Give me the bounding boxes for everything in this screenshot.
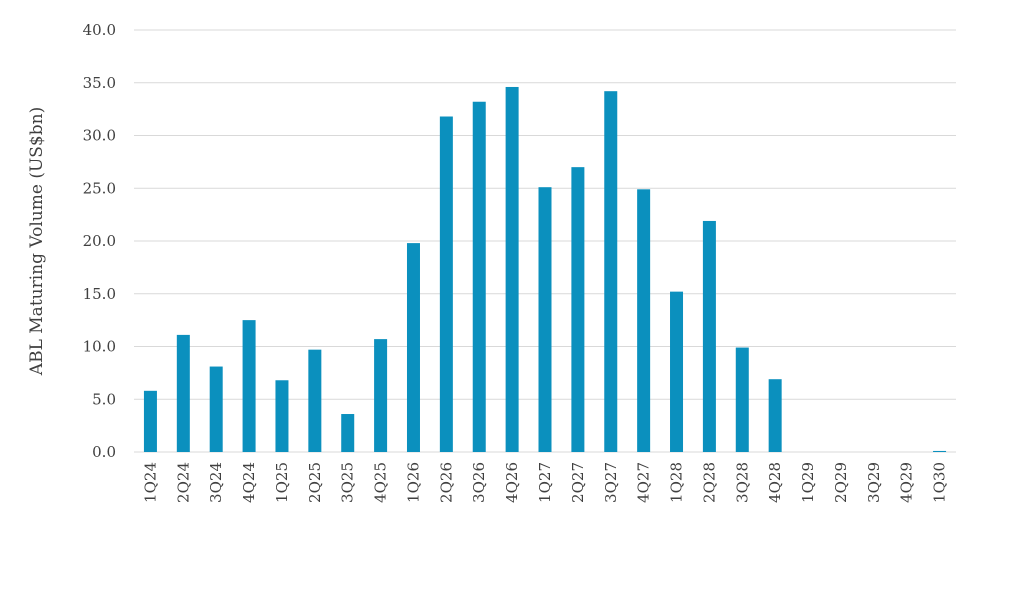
bar-1Q30: [933, 450, 947, 452]
x-tick-label: 3Q26: [470, 462, 488, 503]
y-tick-label: 30.0: [83, 127, 116, 145]
x-tick-label: 1Q30: [931, 462, 949, 503]
y-axis-ticks: 0.0 5.0 10.0 15.0 20.0 25.0 30.0 35.0 40.0: [83, 21, 116, 461]
x-tick-label: 3Q25: [339, 462, 357, 503]
bar-1Q24: [143, 390, 157, 452]
x-tick-label: 3Q29: [865, 462, 883, 503]
x-tick-label: 1Q27: [536, 462, 554, 503]
x-tick-label: 4Q25: [372, 462, 390, 503]
bar-2Q28: [702, 220, 716, 452]
bar-3Q25: [341, 414, 355, 452]
bar-2Q25: [308, 349, 322, 452]
x-tick-label: 4Q28: [766, 462, 784, 503]
y-tick-label: 35.0: [83, 74, 116, 92]
bar-4Q27: [637, 189, 651, 452]
x-tick-label: 1Q25: [273, 462, 291, 503]
x-axis-ticks: 1Q24 2Q24 3Q24 4Q24 1Q25 2Q25 3Q25 4Q25 1Q26 2Q26…: [141, 462, 948, 503]
x-tick-label: 1Q26: [404, 462, 422, 503]
bar-4Q24: [242, 320, 256, 452]
x-tick-label: 2Q28: [700, 462, 718, 503]
y-tick-label: 5.0: [92, 390, 116, 408]
bars: [143, 86, 947, 453]
x-tick-label: 2Q24: [174, 462, 192, 503]
bar-1Q27: [538, 187, 552, 452]
y-tick-label: 0.0: [92, 443, 116, 461]
bar-1Q25: [275, 380, 289, 452]
x-tick-label: 3Q27: [602, 462, 620, 503]
x-tick-label: 2Q26: [437, 462, 455, 503]
bar-3Q26: [472, 101, 486, 453]
y-tick-label: 25.0: [83, 179, 116, 197]
bar-2Q24: [176, 334, 190, 452]
x-tick-label: 4Q26: [503, 462, 521, 503]
bar-4Q28: [768, 379, 782, 452]
bar-1Q28: [670, 291, 684, 452]
x-tick-label: 2Q27: [569, 462, 587, 503]
bar-3Q24: [209, 366, 223, 452]
bar-2Q27: [571, 167, 585, 452]
x-tick-label: 3Q28: [733, 462, 751, 503]
bar-1Q26: [406, 243, 420, 452]
x-tick-label: 1Q29: [799, 462, 817, 503]
bar-4Q26: [505, 86, 519, 452]
y-tick-label: 15.0: [83, 285, 116, 303]
x-tick-label: 1Q28: [668, 462, 686, 503]
x-tick-label: 2Q25: [306, 462, 324, 503]
bar-3Q27: [604, 91, 618, 452]
x-tick-label: 3Q24: [207, 462, 225, 503]
y-tick-label: 40.0: [83, 21, 116, 39]
x-tick-label: 1Q24: [141, 462, 159, 503]
x-tick-label: 2Q29: [832, 462, 850, 503]
x-tick-label: 4Q29: [898, 462, 916, 503]
bar-4Q25: [374, 339, 388, 452]
x-tick-label: 4Q27: [635, 462, 653, 503]
bar-2Q26: [439, 116, 453, 452]
y-tick-label: 20.0: [83, 232, 116, 250]
x-tick-label: 4Q24: [240, 462, 258, 503]
bar-3Q28: [735, 347, 749, 452]
y-tick-label: 10.0: [83, 338, 116, 356]
y-axis-title: ABL Maturing Volume (US$bn): [27, 107, 47, 376]
